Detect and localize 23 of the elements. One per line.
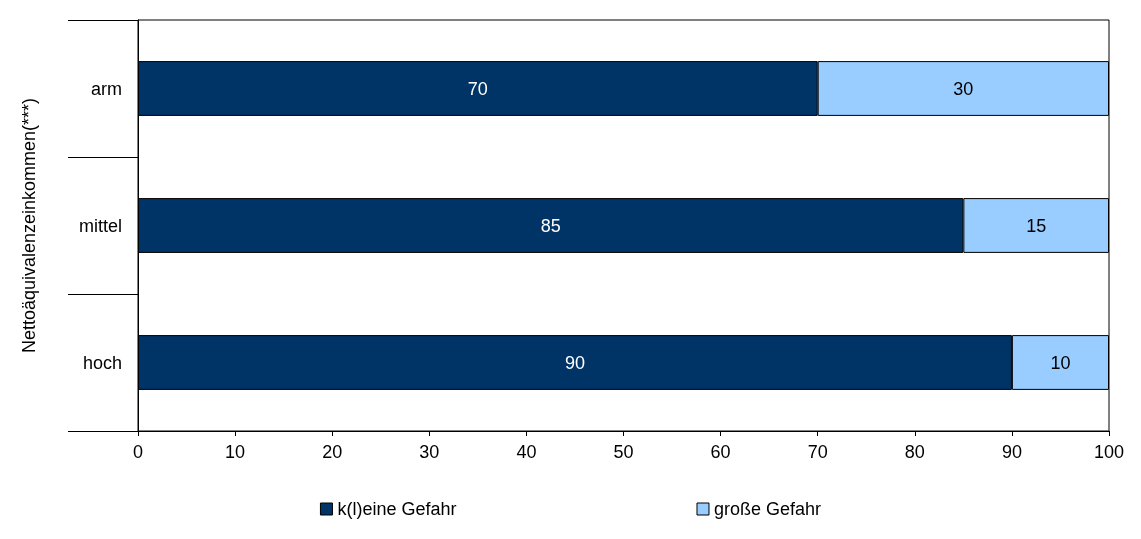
x-tick-label: 80 xyxy=(904,442,925,462)
y-tick-label: arm xyxy=(91,78,122,99)
data-label: 30 xyxy=(953,78,974,99)
legend-label: k(l)eine Gefahr xyxy=(337,499,457,519)
data-label: 15 xyxy=(1026,215,1047,236)
x-tick-label: 30 xyxy=(419,442,440,462)
data-label: 90 xyxy=(564,352,585,373)
x-tick-label: 50 xyxy=(613,442,634,462)
x-tick-label: 40 xyxy=(516,442,537,462)
legend-label: große Gefahr xyxy=(714,499,822,519)
x-tick-label: 70 xyxy=(807,442,828,462)
y-tick-label: mittel xyxy=(78,215,122,236)
data-label: 10 xyxy=(1050,352,1071,373)
x-tick-label: 20 xyxy=(322,442,343,462)
x-tick-label: 10 xyxy=(225,442,246,462)
y-axis-title: Nettoäquivalenzeinkommen(***) xyxy=(19,97,39,354)
x-tick-label: 90 xyxy=(1001,442,1022,462)
data-label: 85 xyxy=(540,215,561,236)
x-tick-label: 0 xyxy=(132,442,144,462)
y-tick-label: hoch xyxy=(82,352,122,373)
data-label: 70 xyxy=(467,78,488,99)
x-tick-label: 100 xyxy=(1093,442,1125,462)
x-tick-label: 60 xyxy=(710,442,731,462)
